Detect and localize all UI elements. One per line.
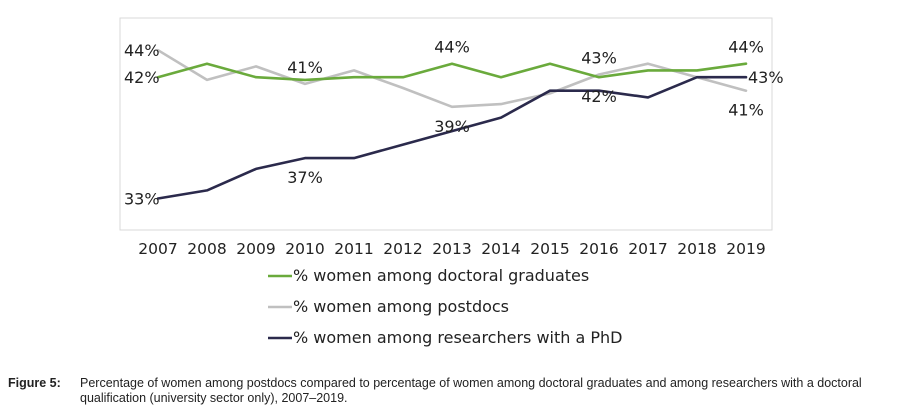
x-tick-2018: 2018 (677, 240, 716, 258)
data-label-4: 37% (287, 168, 323, 187)
x-tick-2015: 2015 (530, 240, 569, 258)
plot-frame (119, 17, 773, 231)
figure-caption: Figure 5: Percentage of women among postd… (8, 376, 898, 406)
data-label-10: 43% (748, 68, 784, 87)
line-chart: 44% 42% 33% 41% 37% 44% 39% 43% 42% 44% 43% 41% 200… (119, 17, 784, 347)
legend-label-0: % women among doctoral graduates (293, 266, 589, 285)
x-tick-2011: 2011 (334, 240, 373, 258)
x-tick-2017: 2017 (628, 240, 667, 258)
data-label-0: 44% (124, 41, 160, 60)
data-label-5: 44% (434, 38, 470, 57)
data-label-8: 42% (581, 87, 617, 106)
legend: % women among doctoral graduates % women … (268, 266, 622, 347)
series-line-2 (156, 75, 748, 200)
x-tick-2014: 2014 (481, 240, 520, 258)
data-label-9: 44% (728, 38, 764, 57)
x-tick-2010: 2010 (285, 240, 324, 258)
series-line-0 (156, 62, 748, 82)
data-label-11: 41% (728, 101, 764, 120)
data-label-3: 41% (287, 58, 323, 77)
series-line-1 (156, 48, 748, 109)
x-axis-ticks: 2007 2008 2009 2010 2011 2012 2013 2014 2015 2016… (138, 240, 765, 258)
data-label-2: 33% (124, 190, 160, 209)
x-tick-2007: 2007 (138, 240, 177, 258)
x-tick-2016: 2016 (579, 240, 618, 258)
data-labels: 44% 42% 33% 41% 37% 44% 39% 43% 42% 44% 43% 41% (124, 38, 784, 209)
caption-text: Percentage of women among postdocs compa… (80, 376, 862, 405)
caption-label: Figure 5: (8, 376, 61, 390)
data-label-7: 43% (581, 48, 617, 67)
data-label-1: 42% (124, 68, 160, 87)
series-lines (156, 48, 748, 200)
x-tick-2008: 2008 (187, 240, 226, 258)
x-tick-2012: 2012 (383, 240, 422, 258)
x-tick-2019: 2019 (726, 240, 765, 258)
x-tick-2009: 2009 (236, 240, 275, 258)
legend-label-1: % women among postdocs (293, 297, 509, 316)
data-label-6: 39% (434, 117, 470, 136)
x-tick-2013: 2013 (432, 240, 471, 258)
legend-label-2: % women among researchers with a PhD (293, 328, 622, 347)
